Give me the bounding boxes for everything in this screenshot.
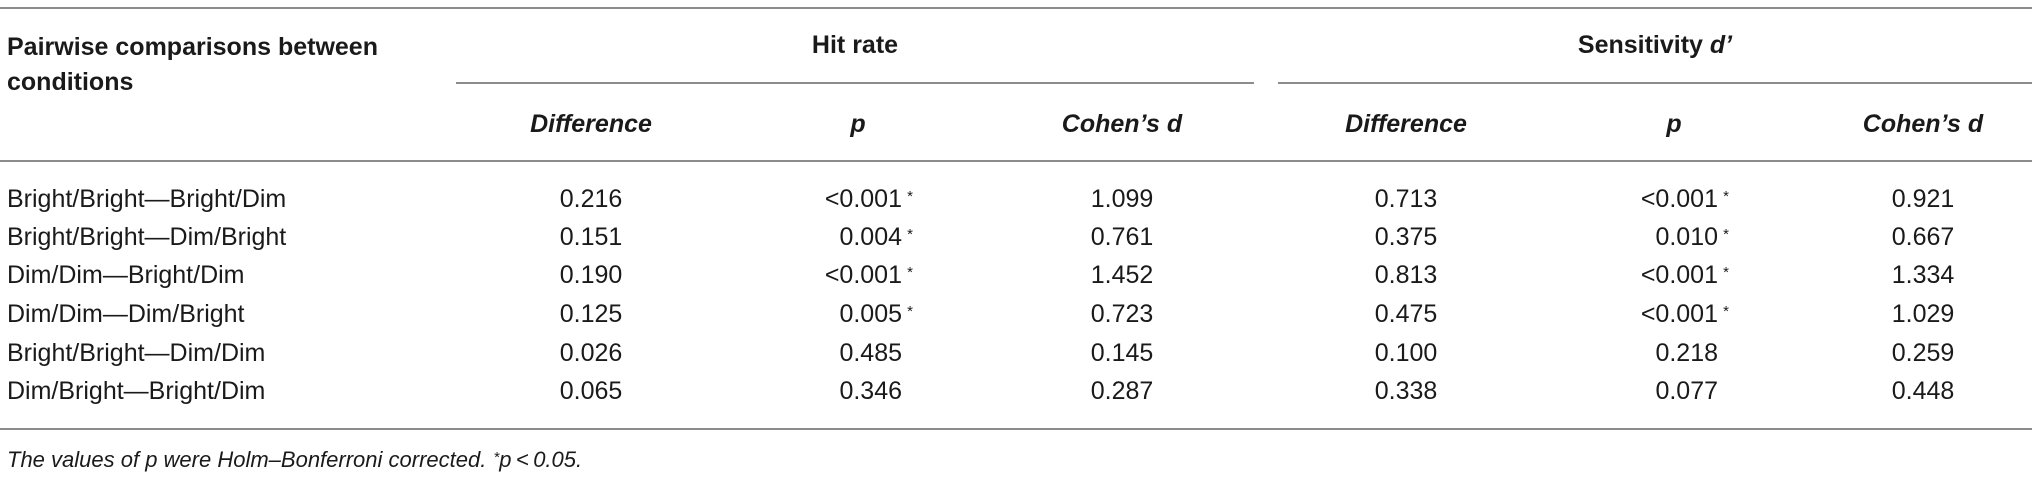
cell-hr-d: 1.099	[1090, 185, 1154, 213]
header-rule	[0, 160, 2032, 162]
p-value: <0.001	[824, 185, 902, 213]
subheader-s-difference: Difference	[1345, 110, 1467, 138]
cell-s-diff: 0.338	[1374, 377, 1438, 405]
cell-s-p: <0.001 *	[1534, 299, 1814, 329]
cell-s-d: 1.029	[1891, 300, 1955, 328]
cell-hr-d: 0.761	[1090, 223, 1154, 251]
cell-label: Dim/Dim—Bright/Dim	[7, 261, 245, 289]
cell-s-diff: 0.100	[1374, 339, 1438, 367]
cell-hr-diff: 0.065	[559, 377, 623, 405]
row-header-line2: conditions	[7, 68, 134, 96]
subheader-hr-cohens-d: Cohen’s d	[1061, 110, 1183, 138]
p-value: 0.218	[1655, 339, 1718, 367]
cell-label: Bright/Bright—Dim/Dim	[7, 339, 266, 367]
subheader-s-cohens-d: Cohen’s d	[1862, 110, 1984, 138]
cell-s-p: <0.001 *	[1534, 184, 1814, 214]
table-footnote: The values of p were Holm–Bonferroni cor…	[7, 446, 582, 474]
cell-hr-diff: 0.125	[559, 300, 623, 328]
significance-asterisk: *	[1723, 303, 1729, 320]
footnote-threshold: p < 0.05.	[499, 447, 583, 472]
p-value: <0.001	[1640, 185, 1718, 213]
cell-s-d: 0.667	[1891, 223, 1955, 251]
cell-s-diff: 0.475	[1374, 300, 1438, 328]
bottom-rule	[0, 428, 2032, 430]
cell-s-d: 0.259	[1891, 339, 1955, 367]
cell-s-d: 1.334	[1891, 261, 1955, 289]
cell-hr-diff: 0.026	[559, 339, 623, 367]
top-rule	[0, 7, 2032, 9]
sensitivity-label: Sensitivity	[1577, 31, 1710, 59]
cell-label: Dim/Dim—Dim/Bright	[7, 300, 245, 328]
cell-hr-d: 1.452	[1090, 261, 1154, 289]
cell-s-d: 0.921	[1891, 185, 1955, 213]
significance-asterisk: *	[907, 226, 913, 243]
p-value: <0.001	[1640, 261, 1718, 289]
p-value: 0.485	[839, 339, 902, 367]
footnote-text: The values of p were Holm–Bonferroni cor…	[7, 447, 493, 472]
cell-label: Dim/Bright—Bright/Dim	[7, 377, 266, 405]
cell-hr-p: 0.004 *	[726, 222, 990, 252]
p-value: <0.001	[824, 261, 902, 289]
cell-hr-d: 0.145	[1090, 339, 1154, 367]
group-header-sensitivity: Sensitivity d’	[1278, 30, 2032, 60]
p-value: 0.077	[1655, 377, 1718, 405]
row-header: Pairwise comparisons between conditions	[7, 30, 378, 100]
cell-label: Bright/Bright—Bright/Dim	[7, 185, 287, 213]
cell-s-diff: 0.713	[1374, 185, 1438, 213]
cell-s-diff: 0.375	[1374, 223, 1438, 251]
significance-asterisk: *	[907, 264, 913, 281]
cell-hr-p: <0.001 *	[726, 260, 990, 290]
cell-hr-diff: 0.216	[559, 185, 623, 213]
cell-hr-d: 0.287	[1090, 377, 1154, 405]
p-value: 0.346	[839, 377, 902, 405]
cell-s-p: 0.218	[1534, 338, 1814, 368]
cell-hr-p: 0.005 *	[726, 299, 990, 329]
d-prime-symbol: d’	[1709, 31, 1733, 59]
cell-hr-diff: 0.151	[559, 223, 623, 251]
significance-asterisk: *	[1723, 188, 1729, 205]
significance-asterisk: *	[907, 303, 913, 320]
p-value: <0.001	[1640, 300, 1718, 328]
subheader-s-p: p	[1666, 110, 1682, 138]
cell-s-p: 0.010 *	[1534, 222, 1814, 252]
cell-hr-p: <0.001 *	[726, 184, 990, 214]
cell-label: Bright/Bright—Dim/Bright	[7, 223, 287, 251]
significance-asterisk: *	[1723, 226, 1729, 243]
cell-s-p: <0.001 *	[1534, 260, 1814, 290]
cell-hr-d: 0.723	[1090, 300, 1154, 328]
p-value: 0.010	[1655, 223, 1718, 251]
cell-s-p: 0.077	[1534, 376, 1814, 406]
row-header-line1: Pairwise comparisons between	[7, 33, 378, 61]
p-value: 0.004	[839, 223, 902, 251]
hit-rate-group-rule	[456, 82, 1254, 84]
significance-asterisk: *	[1723, 264, 1729, 281]
significance-asterisk: *	[907, 188, 913, 205]
cell-hr-p: 0.485	[726, 338, 990, 368]
cell-s-d: 0.448	[1891, 377, 1955, 405]
cell-hr-p: 0.346	[726, 376, 990, 406]
cell-hr-diff: 0.190	[559, 261, 623, 289]
sensitivity-group-rule	[1278, 82, 2032, 84]
group-header-hit-rate: Hit rate	[811, 31, 899, 59]
footnote-asterisk: *	[493, 449, 500, 466]
p-value: 0.005	[839, 300, 902, 328]
subheader-hr-difference: Difference	[530, 110, 652, 138]
cell-s-diff: 0.813	[1374, 261, 1438, 289]
subheader-hr-p: p	[850, 110, 866, 138]
